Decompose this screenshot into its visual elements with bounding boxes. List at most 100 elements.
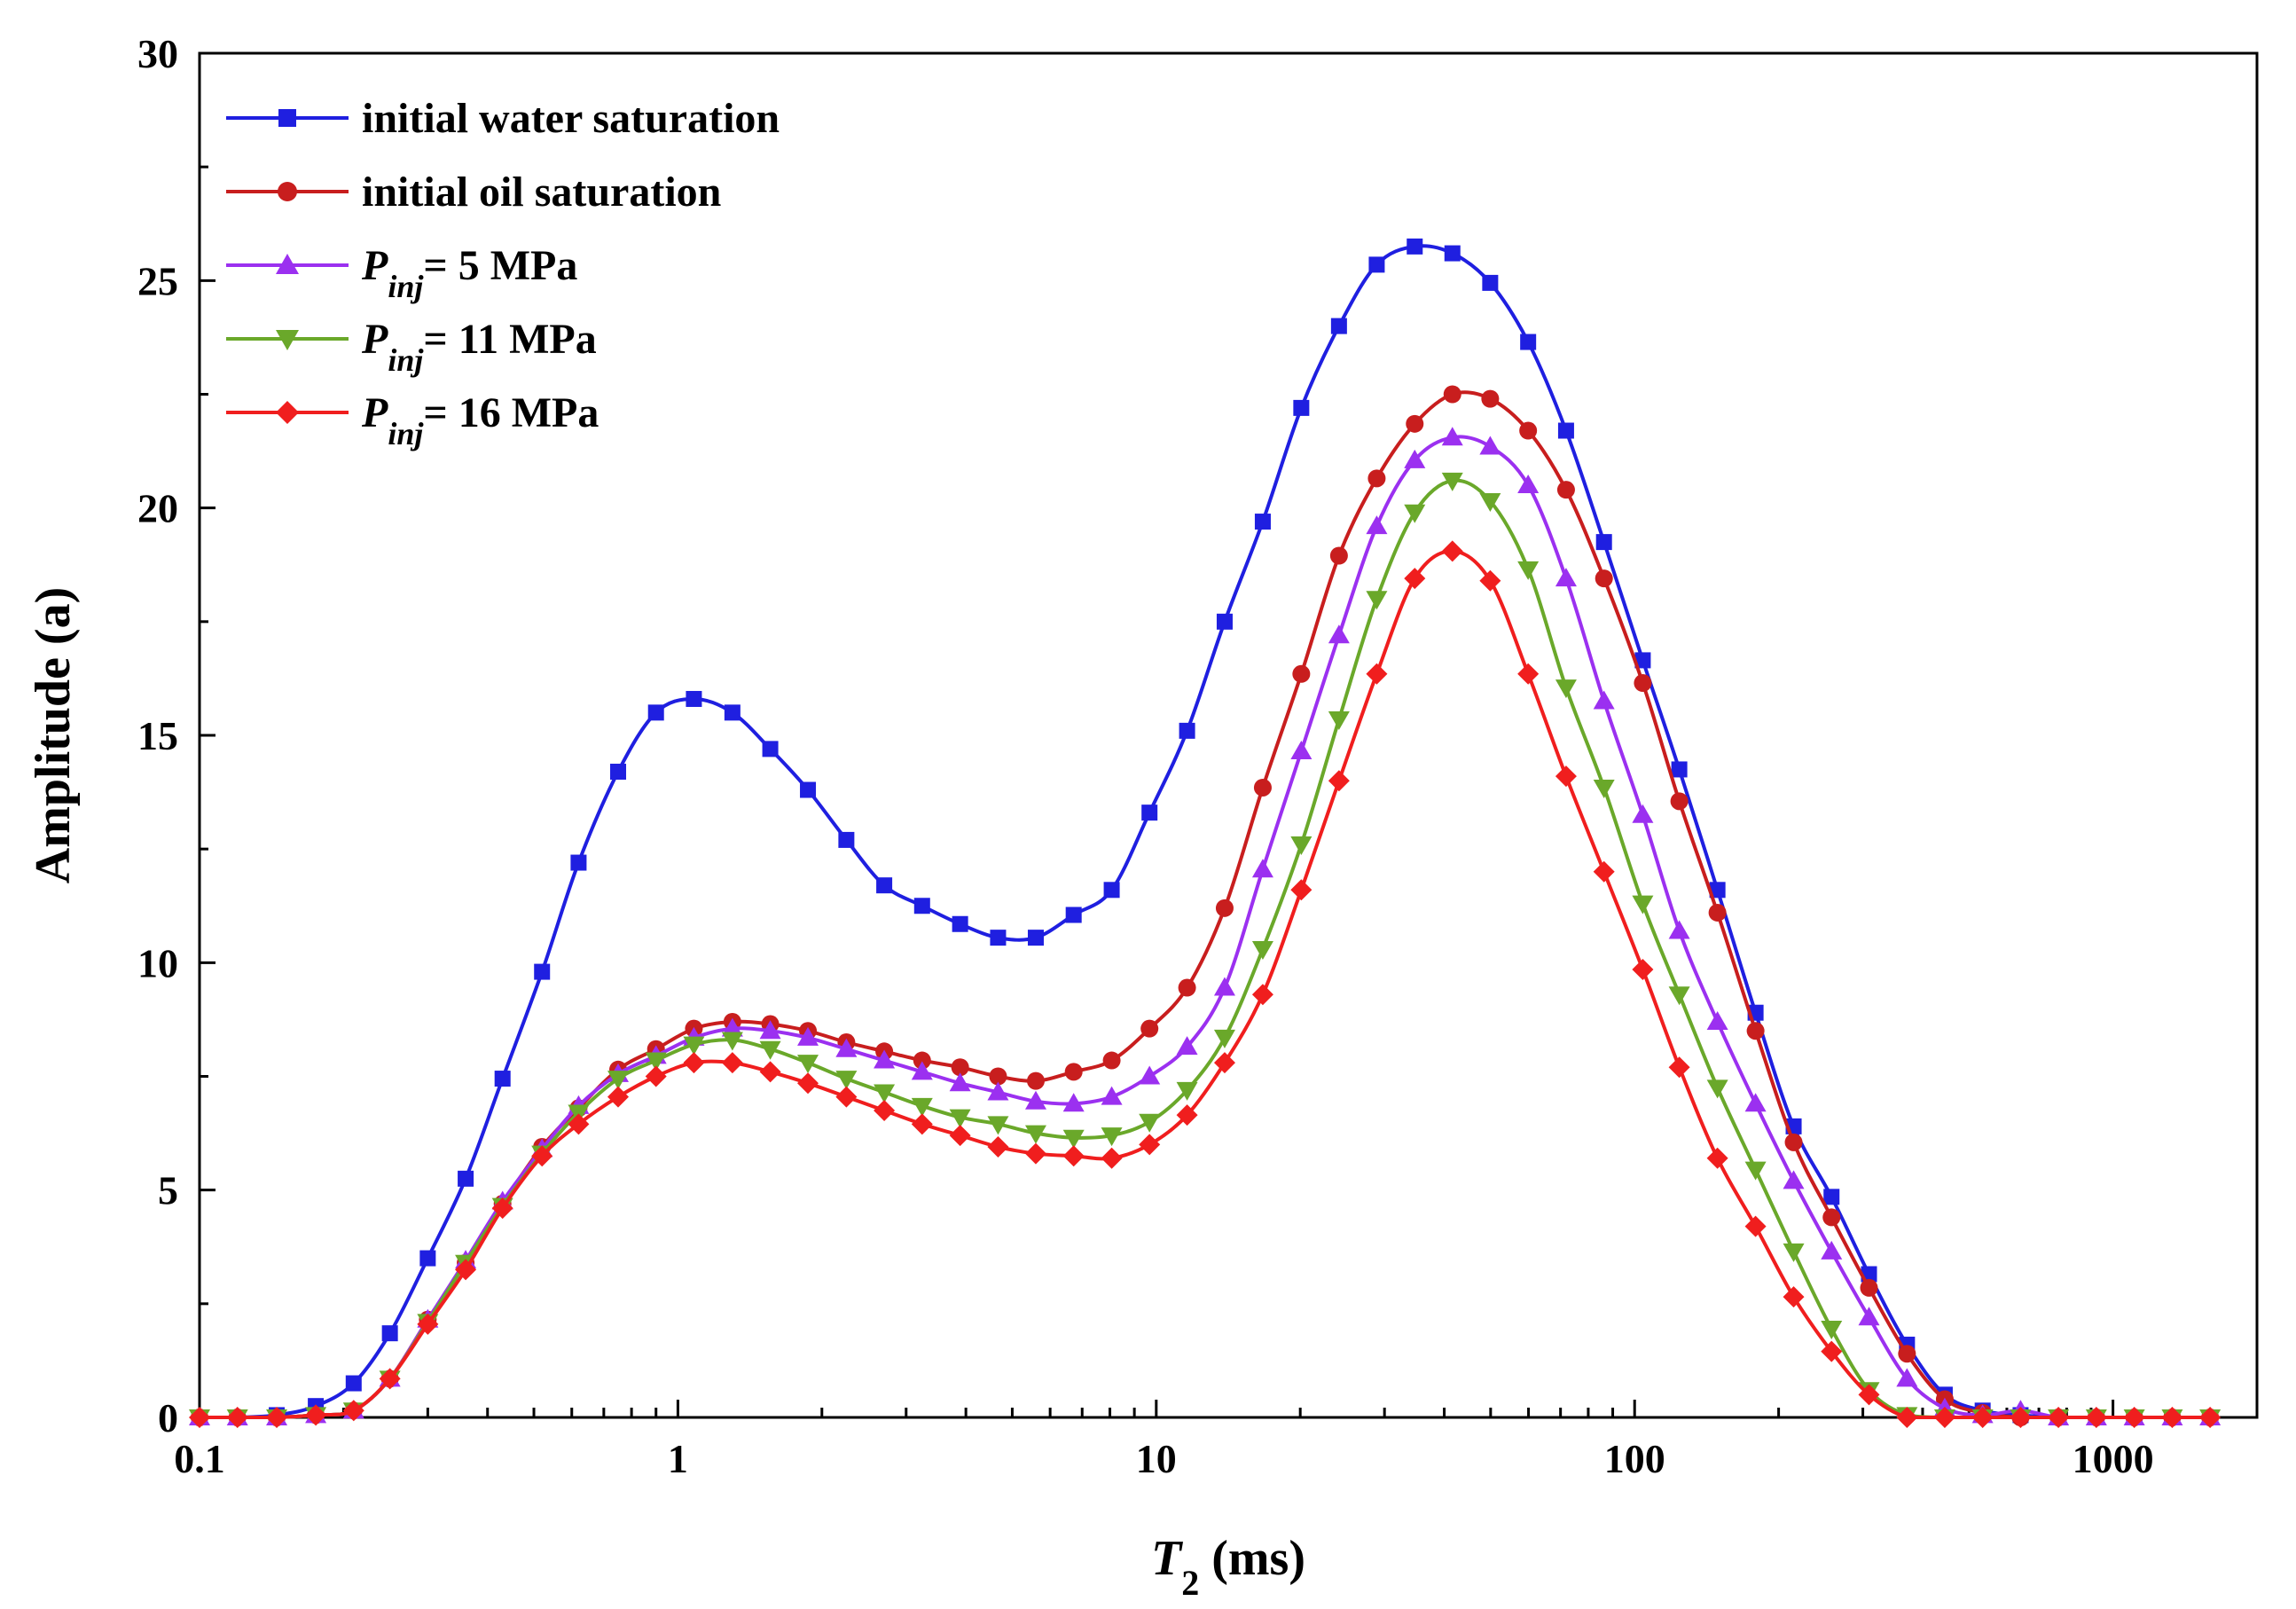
legend-label-rest: = 11 MPa <box>423 316 596 363</box>
data-point <box>1668 1056 1690 1079</box>
data-point <box>1860 1278 1878 1297</box>
data-point <box>987 1135 1009 1158</box>
data-point <box>1366 591 1388 610</box>
data-point <box>1062 1093 1085 1112</box>
legend-entry-2: initial oil saturation <box>226 169 721 216</box>
data-point <box>1555 765 1577 788</box>
data-point <box>1744 1161 1767 1181</box>
data-point <box>1330 318 1347 334</box>
data-point <box>987 1116 1009 1135</box>
data-point <box>1555 679 1577 699</box>
data-point <box>1479 492 1501 512</box>
data-point <box>342 1400 364 1422</box>
data-point <box>1176 1104 1198 1126</box>
data-point <box>645 1052 667 1071</box>
data-point <box>1062 1145 1085 1167</box>
data-point <box>494 1071 511 1087</box>
data-point <box>1216 613 1233 630</box>
data-point <box>1896 1368 1918 1387</box>
data-point <box>1744 1093 1767 1112</box>
data-point <box>1328 770 1350 792</box>
data-point <box>1670 792 1689 811</box>
data-point <box>911 1097 933 1117</box>
series-line <box>199 390 2211 1420</box>
x-tick-label: 10 <box>1136 1436 1177 1481</box>
series-line <box>199 478 2211 1420</box>
data-point <box>1784 1133 1803 1151</box>
data-point <box>1823 1189 1840 1205</box>
data-point <box>989 1067 1007 1086</box>
data-point <box>990 930 1007 946</box>
data-point <box>1290 740 1313 759</box>
data-point <box>1593 779 1615 798</box>
data-point <box>1213 1029 1235 1048</box>
data-point <box>1706 1147 1728 1169</box>
data-point <box>1176 1081 1198 1101</box>
data-point <box>1441 472 1463 491</box>
data-point <box>1933 1407 1955 1428</box>
data-point <box>276 401 299 424</box>
data-point <box>1481 389 1500 408</box>
data-point <box>721 1017 743 1037</box>
legend-label: initial oil saturation <box>362 169 721 216</box>
data-point <box>1024 1090 1046 1110</box>
data-point <box>1176 1036 1198 1056</box>
data-point <box>1062 1129 1085 1149</box>
data-point <box>419 1250 436 1267</box>
data-point <box>1517 561 1540 580</box>
data-point <box>987 1081 1009 1101</box>
x-axis-title-subscript: 2 <box>1181 1563 1199 1603</box>
legend-label-subscript: inj <box>388 269 424 304</box>
data-point <box>1479 436 1501 455</box>
data-point <box>1141 804 1158 821</box>
legend-entry-1: initial water saturation <box>226 95 780 142</box>
data-point <box>1213 1052 1235 1074</box>
data-point <box>531 1145 553 1167</box>
data-point <box>874 1084 896 1103</box>
y-axis-title: Amplitude (a) <box>26 587 81 883</box>
data-point <box>686 690 702 707</box>
series-line <box>199 435 2211 1420</box>
data-point <box>1139 1134 1161 1156</box>
data-point <box>2048 1407 2070 1428</box>
data-point <box>1821 1340 1843 1362</box>
data-point <box>1329 546 1348 565</box>
y-tick-label: 30 <box>137 31 178 76</box>
data-point <box>1517 475 1540 494</box>
data-point <box>911 1113 933 1135</box>
data-point <box>1593 690 1615 710</box>
series-5 <box>189 540 2222 1428</box>
data-point <box>2123 1407 2145 1428</box>
data-point <box>759 1020 781 1040</box>
x-tick-label: 1000 <box>2073 1436 2154 1481</box>
data-point <box>1101 1086 1123 1105</box>
legend-label-rest: = 16 MPa <box>423 389 599 436</box>
data-point <box>1178 978 1196 997</box>
data-point <box>913 1051 931 1070</box>
data-point <box>911 1061 933 1080</box>
legend-label-symbol: P <box>361 242 388 289</box>
data-point <box>949 1125 971 1147</box>
legend-label-symbol: P <box>361 316 388 363</box>
data-point <box>1024 1125 1046 1144</box>
data-point <box>455 1259 477 1281</box>
data-point <box>1555 568 1577 587</box>
x-axis-title: T2 (ms) <box>1151 1531 1305 1603</box>
data-point <box>1026 1071 1045 1090</box>
series-1 <box>192 238 2219 1425</box>
data-point <box>610 764 627 781</box>
data-point <box>189 1407 210 1428</box>
data-point <box>1367 469 1386 488</box>
data-point <box>1668 920 1690 939</box>
data-point <box>1441 540 1463 562</box>
data-point <box>1632 895 1654 914</box>
data-point <box>276 330 299 350</box>
legend-label-subscript: inj <box>388 416 424 451</box>
data-point <box>568 1113 590 1135</box>
data-point <box>1328 711 1350 731</box>
data-point <box>305 1404 327 1426</box>
data-point <box>721 1032 743 1051</box>
data-point <box>835 1038 858 1057</box>
series-3 <box>189 427 2222 1425</box>
data-point <box>1103 882 1120 899</box>
